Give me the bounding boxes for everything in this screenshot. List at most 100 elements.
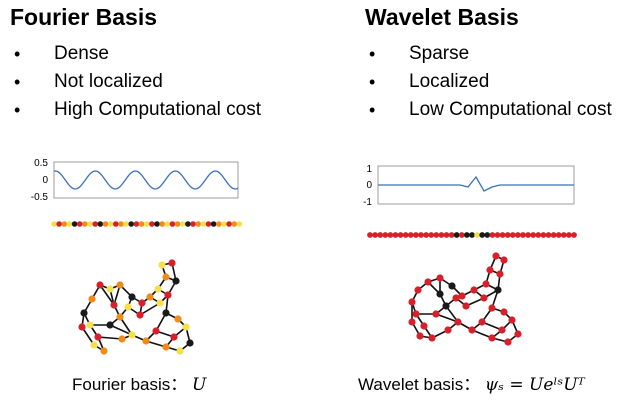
strip-node xyxy=(82,221,88,227)
strip-node xyxy=(216,221,222,227)
fourier-graph xyxy=(78,259,194,355)
graph-node xyxy=(504,338,512,346)
graph-edge xyxy=(97,336,123,340)
strip-node xyxy=(499,232,506,238)
graph-node xyxy=(480,294,488,302)
strip-node xyxy=(97,221,104,227)
wavelet-caption-text: Wavelet basis： xyxy=(358,375,481,394)
graph-node xyxy=(186,339,194,347)
wavelet-ytick-bottom: -1 xyxy=(363,197,372,208)
strip-node xyxy=(479,232,486,238)
strip-node xyxy=(231,221,238,227)
graph-node xyxy=(478,318,486,326)
graph-node xyxy=(488,334,496,342)
strip-node xyxy=(92,221,98,227)
strip-node xyxy=(509,232,516,238)
strip-node xyxy=(464,232,470,238)
graph-node xyxy=(494,286,502,294)
strip-node xyxy=(494,232,501,238)
graph-node xyxy=(458,292,466,300)
graph-node xyxy=(452,294,460,302)
fourier-caption-formula: U xyxy=(192,375,207,395)
strip-node xyxy=(489,232,496,238)
wavelet-wave-line xyxy=(378,175,574,192)
graph-node xyxy=(436,290,444,298)
strip-node xyxy=(185,221,191,227)
strip-node xyxy=(438,232,445,238)
wavelet-bullet-sparse: Sparse xyxy=(369,40,612,68)
strip-node xyxy=(164,221,171,227)
strip-node xyxy=(154,221,160,227)
graph-node xyxy=(116,313,124,321)
graph-node xyxy=(152,327,160,335)
strip-node xyxy=(102,221,109,227)
strip-node xyxy=(118,221,124,227)
strip-node xyxy=(205,221,212,227)
graph-node xyxy=(416,332,424,340)
graph-node xyxy=(492,252,500,260)
graph-node xyxy=(164,291,172,299)
fourier-bullet-list: Dense Not localized High Computational c… xyxy=(14,40,261,124)
fourier-bullet-dense: Dense xyxy=(14,40,261,68)
strip-node xyxy=(226,221,232,227)
strip-node xyxy=(474,232,480,238)
strip-node xyxy=(149,221,155,227)
strip-node xyxy=(123,221,129,227)
fourier-title: Fourier Basis xyxy=(10,4,157,30)
strip-node xyxy=(159,221,165,227)
strip-node xyxy=(113,221,119,227)
fourier-plot-frame xyxy=(53,161,239,199)
wavelet-ytick-top: 1 xyxy=(366,164,372,175)
wavelet-ytick-mid: 0 xyxy=(366,180,372,191)
graph-node xyxy=(508,316,516,324)
graph-node xyxy=(408,318,416,326)
wavelet-graph xyxy=(408,252,522,346)
strip-node xyxy=(133,221,140,227)
graph-node xyxy=(110,301,118,309)
strip-node xyxy=(195,221,201,227)
strip-node xyxy=(392,232,399,238)
graph-node xyxy=(156,299,164,307)
strip-node xyxy=(397,232,404,238)
strip-node xyxy=(200,221,207,227)
graph-node xyxy=(500,256,508,264)
graph-node xyxy=(424,278,432,286)
strip-node xyxy=(458,232,465,238)
fourier-bullet-cost: High Computational cost xyxy=(14,96,261,124)
graph-node xyxy=(168,259,176,267)
fourier-ytick-top: 0.5 xyxy=(34,158,48,169)
fourier-signal-plot: 0.5 0 -0.5 xyxy=(31,158,239,203)
graph-node xyxy=(174,315,182,323)
strip-node xyxy=(387,232,394,238)
graph-node xyxy=(470,286,478,294)
graph-node xyxy=(442,302,450,310)
strip-node xyxy=(555,232,562,238)
wavelet-bullet-localized: Localized xyxy=(369,68,612,96)
graph-node xyxy=(136,311,144,319)
graph-node xyxy=(128,293,136,301)
wavelet-node-strip xyxy=(367,232,577,238)
strip-node xyxy=(190,221,196,227)
strip-node xyxy=(143,221,150,227)
graph-edge xyxy=(119,316,133,336)
graph-node xyxy=(162,343,170,351)
strip-node xyxy=(550,232,557,238)
graph-node xyxy=(138,299,146,307)
graph-node xyxy=(106,285,114,293)
fourier-caption: Fourier basis： U xyxy=(72,370,206,395)
graph-node xyxy=(90,341,98,349)
graph-node xyxy=(462,302,470,310)
strip-node xyxy=(571,232,577,238)
strip-node xyxy=(56,221,62,227)
graph-node xyxy=(78,323,86,331)
strip-node xyxy=(566,232,572,238)
strip-node xyxy=(535,232,542,238)
strip-node xyxy=(413,232,419,238)
graph-node xyxy=(182,323,190,331)
strip-node xyxy=(179,221,186,227)
strip-node xyxy=(169,221,176,227)
graph-edge xyxy=(139,302,161,316)
graph-node xyxy=(88,295,96,303)
strip-node xyxy=(61,221,68,227)
strip-node xyxy=(443,232,450,238)
